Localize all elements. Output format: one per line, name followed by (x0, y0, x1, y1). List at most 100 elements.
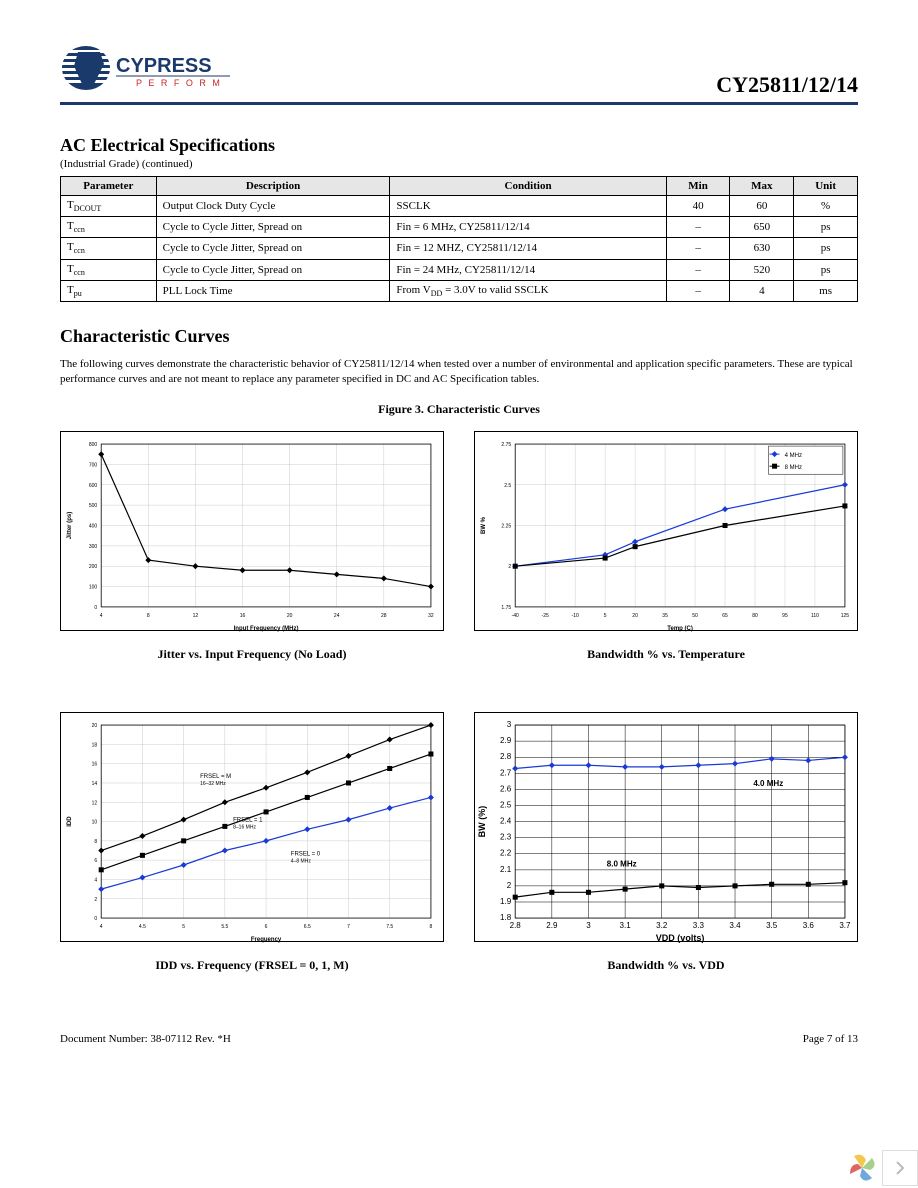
svg-text:3.6: 3.6 (803, 921, 815, 930)
svg-text:8: 8 (147, 613, 150, 619)
chart-row-2: 44.555.566.577.5802468101214161820Freque… (60, 712, 858, 973)
widget-flower-icon[interactable] (842, 1148, 882, 1188)
svg-text:8 MHz: 8 MHz (785, 465, 802, 471)
chart-jitter-title: Jitter vs. Input Frequency (No Load) (60, 647, 444, 662)
brand-tagline: P E R F O R M (136, 78, 222, 88)
svg-text:2.7: 2.7 (500, 768, 512, 777)
chart-bw-temp: -40-25-1052035506580951101251.7522.252.5… (474, 431, 858, 631)
svg-text:1.75: 1.75 (501, 605, 511, 611)
svg-text:18: 18 (92, 742, 98, 748)
svg-text:8: 8 (94, 839, 97, 845)
svg-text:100: 100 (89, 584, 98, 590)
svg-text:700: 700 (89, 462, 98, 468)
svg-text:Frequency: Frequency (251, 937, 282, 943)
svg-text:2.9: 2.9 (546, 921, 558, 930)
svg-text:14: 14 (92, 781, 98, 787)
svg-text:BW %: BW % (481, 516, 487, 534)
figure-caption: Figure 3. Characteristic Curves (60, 402, 858, 417)
svg-text:-40: -40 (512, 613, 519, 619)
svg-text:Temp (C): Temp (C) (667, 626, 693, 632)
svg-text:-25: -25 (542, 613, 549, 619)
svg-text:4: 4 (94, 877, 97, 883)
svg-text:80: 80 (752, 613, 758, 619)
svg-text:28: 28 (381, 613, 387, 619)
svg-text:400: 400 (89, 523, 98, 529)
svg-text:300: 300 (89, 544, 98, 550)
svg-text:3.2: 3.2 (656, 921, 668, 930)
table-header: Parameter (61, 177, 157, 196)
svg-text:2.8: 2.8 (510, 921, 522, 930)
svg-text:4–8 MHz: 4–8 MHz (291, 858, 312, 864)
section-title-curves: Characteristic Curves (60, 326, 858, 347)
svg-text:6.5: 6.5 (304, 924, 311, 930)
svg-text:2: 2 (507, 881, 512, 890)
svg-text:110: 110 (811, 613, 819, 619)
svg-text:20: 20 (287, 613, 293, 619)
svg-text:FRSEL = M: FRSEL = M (200, 774, 231, 780)
part-number: CY25811/12/14 (716, 72, 858, 98)
svg-text:7.5: 7.5 (386, 924, 393, 930)
svg-text:16: 16 (240, 613, 246, 619)
widget-next-button[interactable] (882, 1150, 918, 1186)
svg-text:8.0 MHz: 8.0 MHz (607, 859, 637, 868)
header-divider (60, 102, 858, 105)
svg-text:0: 0 (94, 916, 97, 922)
svg-text:0: 0 (94, 605, 97, 611)
svg-text:2.8: 2.8 (500, 752, 512, 761)
chart-bw-vdd-title: Bandwidth % vs. VDD (474, 958, 858, 973)
svg-text:2.3: 2.3 (500, 832, 512, 841)
svg-text:12: 12 (92, 800, 98, 806)
svg-text:2.4: 2.4 (500, 816, 512, 825)
svg-text:600: 600 (89, 483, 98, 489)
svg-text:24: 24 (334, 613, 340, 619)
svg-text:2.5: 2.5 (504, 483, 511, 489)
table-header: Max (730, 177, 794, 196)
brand-name: CYPRESS (116, 55, 212, 77)
svg-text:5: 5 (182, 924, 185, 930)
svg-text:125: 125 (841, 613, 850, 619)
svg-text:4.0 MHz: 4.0 MHz (753, 779, 783, 788)
svg-text:2.25: 2.25 (501, 523, 511, 529)
svg-text:BW (%): BW (%) (477, 805, 487, 837)
svg-text:16–32 MHz: 16–32 MHz (200, 781, 226, 787)
table-row: TccnCycle to Cycle Jitter, Spread onFin … (61, 238, 858, 259)
svg-text:6: 6 (265, 924, 268, 930)
curves-body-text: The following curves demonstrate the cha… (60, 357, 858, 388)
svg-text:3.3: 3.3 (693, 921, 705, 930)
svg-text:8–16 MHz: 8–16 MHz (233, 824, 256, 830)
svg-text:2.75: 2.75 (501, 442, 511, 448)
chevron-right-icon (895, 1161, 905, 1175)
svg-text:95: 95 (782, 613, 788, 619)
svg-text:2: 2 (508, 564, 511, 570)
page-header: CYPRESS P E R F O R M CY25811/12/14 (60, 40, 858, 98)
svg-text:35: 35 (662, 613, 668, 619)
cypress-logo-svg: CYPRESS P E R F O R M (60, 40, 230, 98)
svg-text:Jitter (ps): Jitter (ps) (67, 511, 73, 538)
svg-text:2.2: 2.2 (500, 848, 512, 857)
svg-text:32: 32 (428, 613, 434, 619)
svg-text:500: 500 (89, 503, 98, 509)
svg-text:4: 4 (100, 924, 103, 930)
spec-table: ParameterDescriptionConditionMinMaxUnit … (60, 176, 858, 302)
svg-text:-10: -10 (572, 613, 579, 619)
section-subtitle-ac: (Industrial Grade) (continued) (60, 158, 858, 170)
svg-text:2.1: 2.1 (500, 865, 512, 874)
svg-text:10: 10 (92, 819, 98, 825)
svg-text:20: 20 (92, 723, 98, 729)
svg-text:2.6: 2.6 (500, 784, 512, 793)
svg-text:12: 12 (193, 613, 199, 619)
svg-text:2.9: 2.9 (500, 736, 512, 745)
svg-text:3: 3 (586, 921, 591, 930)
svg-text:4 MHz: 4 MHz (785, 453, 802, 459)
svg-text:7: 7 (347, 924, 350, 930)
chart-jitter: 481216202428320100200300400500600700800I… (60, 431, 444, 631)
chart-row-1: 481216202428320100200300400500600700800I… (60, 431, 858, 662)
chart-idd-freq: 44.555.566.577.5802468101214161820Freque… (60, 712, 444, 942)
page-widget (842, 1148, 918, 1188)
svg-text:50: 50 (692, 613, 698, 619)
svg-text:4: 4 (100, 613, 103, 619)
svg-text:5.5: 5.5 (221, 924, 228, 930)
svg-text:6: 6 (94, 858, 97, 864)
table-header: Unit (794, 177, 858, 196)
svg-text:16: 16 (92, 761, 98, 767)
